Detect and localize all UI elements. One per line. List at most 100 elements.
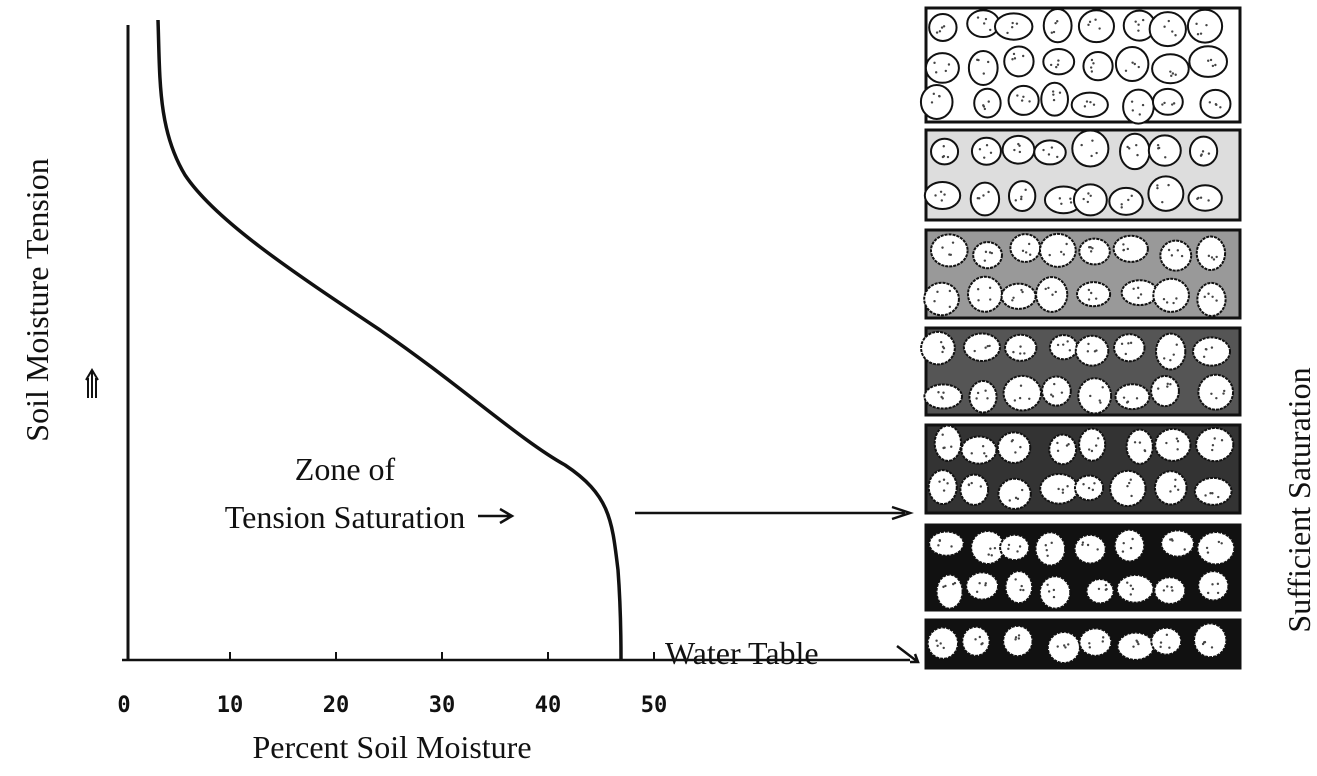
grain-stipple xyxy=(1132,288,1134,290)
grain-stipple xyxy=(968,484,970,486)
grain-stipple xyxy=(1215,299,1217,301)
grain-stipple xyxy=(1171,589,1173,591)
soil-grain xyxy=(972,138,1001,165)
grain-stipple xyxy=(1081,544,1083,546)
grain-stipple xyxy=(1126,581,1128,583)
grain-stipple xyxy=(1130,495,1132,497)
grain-stipple xyxy=(985,455,987,457)
grain-stipple xyxy=(1049,254,1051,256)
grain-stipple xyxy=(1212,444,1214,446)
zone-label: Zone of xyxy=(295,451,396,487)
grain-stipple xyxy=(1011,26,1013,28)
grain-stipple xyxy=(1057,488,1059,490)
soil-grain xyxy=(925,182,960,209)
grain-stipple xyxy=(950,545,952,547)
grain-stipple xyxy=(984,390,986,392)
soil-grain xyxy=(1074,184,1107,215)
grain-stipple xyxy=(1089,646,1091,648)
grain-stipple xyxy=(942,392,944,394)
grain-stipple xyxy=(1200,196,1202,198)
grain-stipple xyxy=(1096,548,1098,550)
soil-grain xyxy=(1000,535,1029,560)
grain-stipple xyxy=(1204,296,1206,298)
grain-stipple xyxy=(980,485,982,487)
grain-stipple xyxy=(1163,589,1165,591)
grain-stipple xyxy=(1170,75,1172,77)
grain-stipple xyxy=(943,489,945,491)
grain-stipple xyxy=(1088,448,1090,450)
grain-stipple xyxy=(1084,105,1086,107)
grain-stipple xyxy=(1207,592,1209,594)
soil-grain xyxy=(973,242,1002,268)
grain-stipple xyxy=(1140,293,1142,295)
grain-stipple xyxy=(1127,248,1129,250)
grain-stipple xyxy=(1020,289,1022,291)
grain-stipple xyxy=(1167,184,1169,186)
grain-stipple xyxy=(1022,96,1024,98)
grain-stipple xyxy=(1090,292,1092,294)
soil-grain xyxy=(929,470,957,504)
grain-stipple xyxy=(1087,544,1089,546)
x-tick-label: 0 xyxy=(117,693,130,718)
grain-stipple xyxy=(986,397,988,399)
grain-stipple xyxy=(937,544,939,546)
grain-stipple xyxy=(1126,485,1128,487)
soil-grain xyxy=(1086,579,1113,603)
grain-stipple xyxy=(1215,103,1217,105)
grain-stipple xyxy=(1086,100,1088,102)
soil-grain xyxy=(1040,234,1076,267)
soil-grain xyxy=(964,333,1000,361)
soil-grain xyxy=(1004,376,1041,411)
soil-grain xyxy=(1150,12,1186,46)
grain-stipple xyxy=(1205,24,1207,26)
grain-stipple xyxy=(933,300,935,302)
grain-stipple xyxy=(981,642,983,644)
grain-stipple xyxy=(1091,70,1093,72)
grain-stipple xyxy=(1050,64,1052,66)
grain-stipple xyxy=(1019,345,1021,347)
grain-stipple xyxy=(1099,399,1101,401)
grain-stipple xyxy=(1029,254,1031,256)
grain-stipple xyxy=(1169,383,1171,385)
grain-stipple xyxy=(940,191,942,193)
grain-stipple xyxy=(1008,544,1010,546)
grain-stipple xyxy=(1019,545,1021,547)
soil-panels xyxy=(921,8,1240,668)
grain-stipple xyxy=(1161,103,1163,105)
grain-stipple xyxy=(1175,297,1177,299)
grain-stipple xyxy=(1157,387,1159,389)
grain-stipple xyxy=(1091,59,1093,61)
zone-label: Tension Saturation xyxy=(225,499,465,535)
grain-stipple xyxy=(1168,249,1170,251)
grain-stipple xyxy=(1142,19,1144,21)
grain-stipple xyxy=(1132,645,1134,647)
soil-grain xyxy=(1153,89,1183,115)
grain-stipple xyxy=(1088,487,1090,489)
grain-stipple xyxy=(1019,446,1021,448)
grain-stipple xyxy=(1168,647,1170,649)
grain-stipple xyxy=(1102,636,1104,638)
grain-stipple xyxy=(1195,23,1197,25)
grain-stipple xyxy=(942,397,944,399)
grain-stipple xyxy=(994,547,996,549)
grain-stipple xyxy=(1095,444,1097,446)
soil-grain xyxy=(1152,54,1189,83)
grain-stipple xyxy=(1097,437,1099,439)
grain-stipple xyxy=(1122,243,1124,245)
grain-stipple xyxy=(978,582,980,584)
grain-stipple xyxy=(949,290,951,292)
grain-stipple xyxy=(1211,646,1213,648)
grain-stipple xyxy=(1020,385,1022,387)
panel-label: Sufficient Saturation xyxy=(1281,367,1317,632)
grain-stipple xyxy=(943,193,945,195)
grain-stipple xyxy=(1093,104,1095,106)
grain-stipple xyxy=(987,553,989,555)
grain-stipple xyxy=(950,446,952,448)
grain-stipple xyxy=(1169,359,1171,361)
grain-stipple xyxy=(1171,103,1173,105)
grain-stipple xyxy=(1157,144,1159,146)
grain-stipple xyxy=(1047,287,1049,289)
soil-grain xyxy=(931,139,958,165)
grain-stipple xyxy=(1161,201,1163,203)
grain-stipple xyxy=(1172,72,1174,74)
